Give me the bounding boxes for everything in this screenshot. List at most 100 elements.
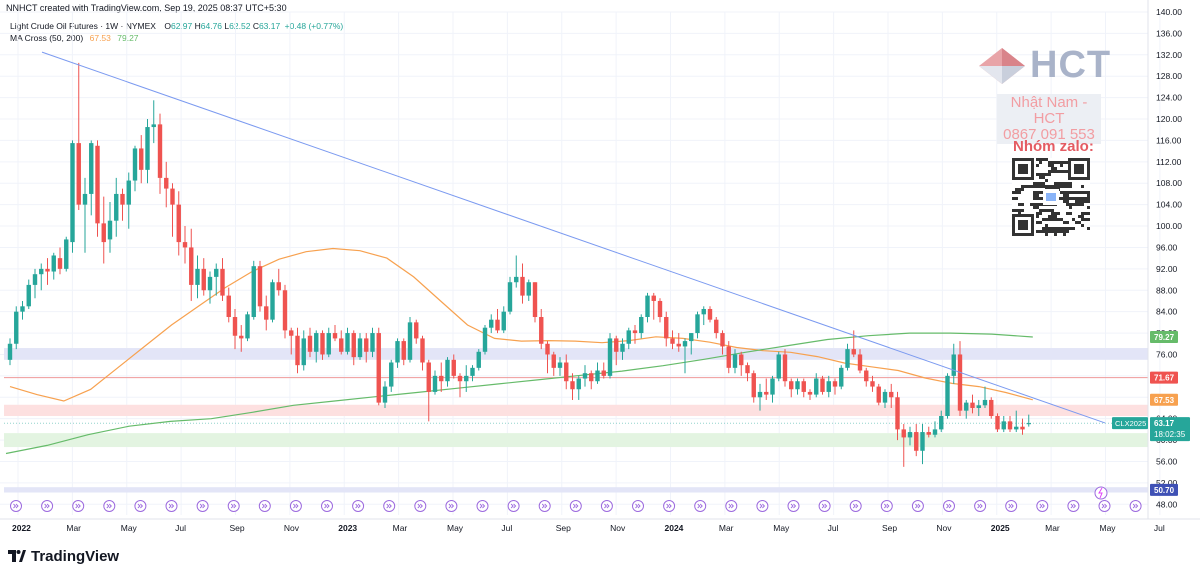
qr-module	[1084, 218, 1087, 221]
event-marker-chevron	[1008, 503, 1014, 509]
hct-contact: Nhật Nam - HCT 0867 091 553	[997, 94, 1101, 144]
event-marker-icon[interactable]	[756, 500, 769, 512]
event-marker-icon[interactable]	[414, 500, 427, 512]
qr-module	[1066, 230, 1069, 233]
event-marker-icon[interactable]	[352, 500, 365, 512]
qr-module	[1072, 191, 1075, 194]
qr-module	[1051, 227, 1054, 230]
candle-body	[645, 295, 650, 318]
candle-body	[126, 180, 131, 205]
lightning-icon[interactable]	[1094, 486, 1108, 500]
event-marker-icon[interactable]	[694, 500, 707, 512]
qr-module	[1063, 185, 1066, 188]
qr-module	[1039, 203, 1042, 206]
candle-body	[239, 335, 244, 339]
tradingview-logo[interactable]: TradingView	[8, 548, 119, 565]
candle-body	[720, 333, 725, 347]
event-marker-icon[interactable]	[600, 500, 613, 512]
candle-body	[282, 290, 288, 331]
qr-module	[1021, 203, 1024, 206]
event-marker-icon[interactable]	[663, 500, 676, 512]
qr-module	[1060, 182, 1063, 185]
qr-finder-core	[1074, 164, 1084, 174]
event-marker-icon[interactable]	[289, 500, 302, 512]
event-marker-icon[interactable]	[911, 500, 924, 512]
candle-body	[107, 220, 113, 240]
candle-body	[457, 375, 463, 382]
event-marker-icon[interactable]	[103, 500, 116, 512]
time-tick-label: Nov	[610, 523, 626, 533]
event-marker-icon[interactable]	[41, 500, 54, 512]
event-marker-chevron	[572, 503, 579, 509]
event-marker-icon[interactable]	[383, 500, 396, 512]
event-marker-icon[interactable]	[476, 500, 489, 512]
qr-module	[1036, 185, 1039, 188]
event-marker-icon[interactable]	[632, 500, 644, 512]
time-axis[interactable]: 2022 Mar May Jul Sep Nov 2023 Mar May Jul Sep Nov 20…	[0, 518, 1200, 533]
price-tick-label: 56.00	[1156, 456, 1178, 466]
event-marker-icon[interactable]	[943, 500, 955, 512]
candle-body	[257, 266, 263, 307]
price-axis[interactable]: 140.00 136.00 132.00 128.00 124.00 120.00 116.…	[1147, 0, 1182, 519]
event-marker-icon[interactable]	[196, 500, 209, 512]
candle-body	[89, 143, 94, 194]
event-marker-icon[interactable]	[1129, 500, 1142, 512]
event-marker-icon[interactable]	[1005, 500, 1018, 512]
ohlc-high-value: 64.76	[200, 21, 223, 31]
event-marker-icon[interactable]	[725, 500, 738, 512]
event-marker-icon[interactable]	[818, 500, 831, 512]
event-marker-chevron	[13, 503, 19, 509]
event-marker-icon[interactable]	[134, 500, 147, 512]
candle-body	[801, 381, 806, 392]
event-marker-icon[interactable]	[569, 500, 582, 512]
price-tick-label: 112.00	[1156, 157, 1182, 167]
event-marker-icon[interactable]	[1067, 500, 1080, 512]
candle-body	[182, 242, 188, 248]
event-marker-icon[interactable]	[165, 500, 178, 512]
candle-body	[270, 282, 275, 320]
event-marker-icon[interactable]	[258, 500, 271, 512]
candle-body	[514, 276, 519, 283]
event-marker-icon[interactable]	[849, 500, 862, 512]
price-tag-text: 71.67	[1154, 374, 1175, 383]
event-marker-icon[interactable]	[974, 500, 987, 512]
event-marker-icon[interactable]	[445, 500, 458, 512]
event-marker-icon[interactable]	[72, 500, 85, 512]
qr-module	[1039, 158, 1042, 161]
qr-module	[1036, 221, 1039, 224]
symbol-tag[interactable]: CLX2025	[1112, 417, 1148, 430]
event-marker-icon[interactable]	[1036, 500, 1049, 512]
event-marker-icon[interactable]	[787, 500, 800, 512]
candle-body	[670, 338, 675, 344]
qr-module	[1069, 185, 1072, 188]
price-tag-text: 79.27	[1154, 333, 1175, 342]
indicator-legend-row[interactable]: MA Cross (50, 200) 67.53 79.27	[10, 32, 343, 44]
qr-module	[1075, 200, 1078, 203]
event-marker-icon[interactable]	[1098, 500, 1111, 512]
candle-body	[495, 319, 500, 331]
price-tick-label: 84.00	[1156, 307, 1178, 317]
qr-center-logo	[1046, 193, 1056, 201]
candle-body	[82, 193, 88, 205]
qr-module	[1057, 170, 1060, 173]
candle-body	[832, 381, 838, 387]
qr-module	[1069, 212, 1072, 215]
event-marker-icon[interactable]	[538, 500, 551, 512]
event-marker-icon[interactable]	[227, 500, 240, 512]
event-marker-chevron	[1070, 503, 1077, 509]
qr-module	[1039, 209, 1042, 212]
price-tag-text: 50.70	[1154, 486, 1175, 495]
qr-module	[1018, 209, 1021, 212]
qr-module	[1081, 191, 1084, 194]
qr-module	[1042, 173, 1045, 176]
hct-brand: HCT	[1030, 44, 1112, 86]
event-marker-icon[interactable]	[10, 500, 22, 512]
event-marker-icon[interactable]	[321, 500, 333, 512]
candle-body	[51, 255, 56, 272]
event-marker-icon[interactable]	[507, 500, 520, 512]
event-marker-icon[interactable]	[880, 500, 893, 512]
candle-body	[332, 333, 338, 339]
price-tick-label: 100.00	[1156, 221, 1182, 231]
time-tick-label: 2025	[991, 523, 1010, 533]
